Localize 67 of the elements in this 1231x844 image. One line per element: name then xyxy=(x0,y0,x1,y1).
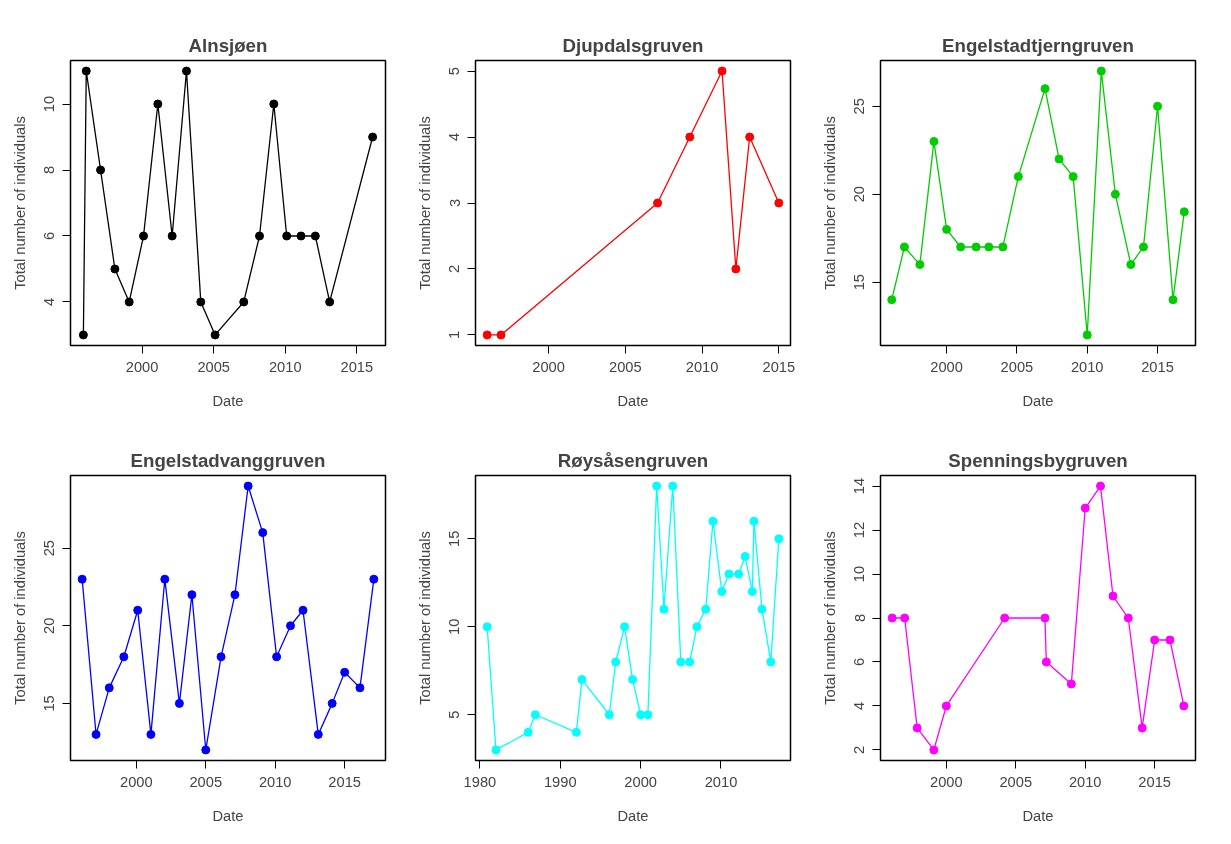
y-tick-label: 5 xyxy=(446,66,463,76)
y-tick-label: 15 xyxy=(446,530,463,547)
y-tick-label: 4 xyxy=(41,297,58,307)
y-tick-label: 12 xyxy=(851,521,868,539)
y-tick-label: 6 xyxy=(851,657,868,667)
y-tick-label: 4 xyxy=(851,701,868,711)
x-tick-label: 2015 xyxy=(340,358,374,375)
y-tick-label: 15 xyxy=(851,274,868,291)
y-axis-title: Total number of individuals xyxy=(11,116,28,290)
y-tick-label: 1 xyxy=(446,330,463,340)
y-tick-label: 25 xyxy=(851,98,868,115)
x-tick-label: 2010 xyxy=(1070,358,1104,375)
x-tick-label: 2010 xyxy=(685,358,719,375)
x-axis-title: Date xyxy=(1022,392,1054,409)
x-tick-label: 2010 xyxy=(704,773,738,790)
chart-title: Røysåsengruven xyxy=(557,449,709,471)
chart-title: Djupdalsgruven xyxy=(562,34,704,56)
x-tick-label: 2005 xyxy=(1000,358,1034,375)
x-tick-label: 2005 xyxy=(999,773,1033,790)
y-tick-label: 8 xyxy=(41,165,58,175)
chart-title: Engelstadvanggruven xyxy=(130,449,326,471)
x-tick-label: 2000 xyxy=(125,358,159,375)
y-tick-label: 20 xyxy=(851,186,868,203)
x-tick-label: 2015 xyxy=(1141,358,1174,375)
x-axis-title: Date xyxy=(212,807,244,824)
chart-title: Spenningsbygruven xyxy=(948,449,1128,471)
x-tick-label: 2005 xyxy=(609,358,642,375)
x-tick-label: 2000 xyxy=(532,358,565,375)
x-tick-label: 2015 xyxy=(1138,773,1171,790)
y-axis-title: Total number of individuals xyxy=(416,531,433,705)
y-tick-label: 10 xyxy=(446,618,463,635)
chart-title: Alnsjøen xyxy=(188,34,268,56)
x-axis-title: Date xyxy=(617,807,649,824)
x-tick-label: 2000 xyxy=(930,358,963,375)
x-tick-label: 1990 xyxy=(543,773,577,790)
y-axis-title: Total number of individuals xyxy=(416,116,433,290)
y-axis-title: Total number of individuals xyxy=(11,531,28,705)
x-tick-label: 2010 xyxy=(268,358,302,375)
y-axis-title: Total number of individuals xyxy=(821,531,838,705)
x-tick-label: 2000 xyxy=(624,773,657,790)
x-tick-label: 2010 xyxy=(1068,773,1102,790)
x-tick-label: 2000 xyxy=(930,773,963,790)
x-axis-title: Date xyxy=(212,392,244,409)
x-tick-label: 2005 xyxy=(197,358,230,375)
x-tick-label: 2015 xyxy=(762,358,796,375)
y-tick-label: 2 xyxy=(851,745,868,755)
x-tick-label: 1980 xyxy=(463,773,497,790)
x-tick-label: 2005 xyxy=(189,773,223,790)
x-axis-title: Date xyxy=(617,392,649,409)
y-axis-title: Total number of individuals xyxy=(821,116,838,290)
y-tick-label: 4 xyxy=(446,132,463,142)
x-tick-label: 2000 xyxy=(120,773,153,790)
x-tick-label: 2015 xyxy=(328,773,361,790)
y-tick-label: 6 xyxy=(41,231,58,241)
y-tick-label: 10 xyxy=(851,565,868,583)
y-tick-label: 10 xyxy=(41,95,58,113)
x-tick-label: 2010 xyxy=(258,773,292,790)
x-axis-title: Date xyxy=(1022,807,1054,824)
y-tick-label: 20 xyxy=(41,617,58,634)
y-tick-label: 8 xyxy=(851,613,868,623)
y-tick-label: 14 xyxy=(851,477,868,495)
y-tick-label: 15 xyxy=(41,695,58,712)
y-tick-label: 5 xyxy=(446,710,463,719)
y-tick-label: 3 xyxy=(446,198,463,208)
y-tick-label: 25 xyxy=(41,539,58,557)
y-tick-label: 2 xyxy=(446,264,463,274)
chart-title: Engelstadtjerngruven xyxy=(942,34,1134,56)
